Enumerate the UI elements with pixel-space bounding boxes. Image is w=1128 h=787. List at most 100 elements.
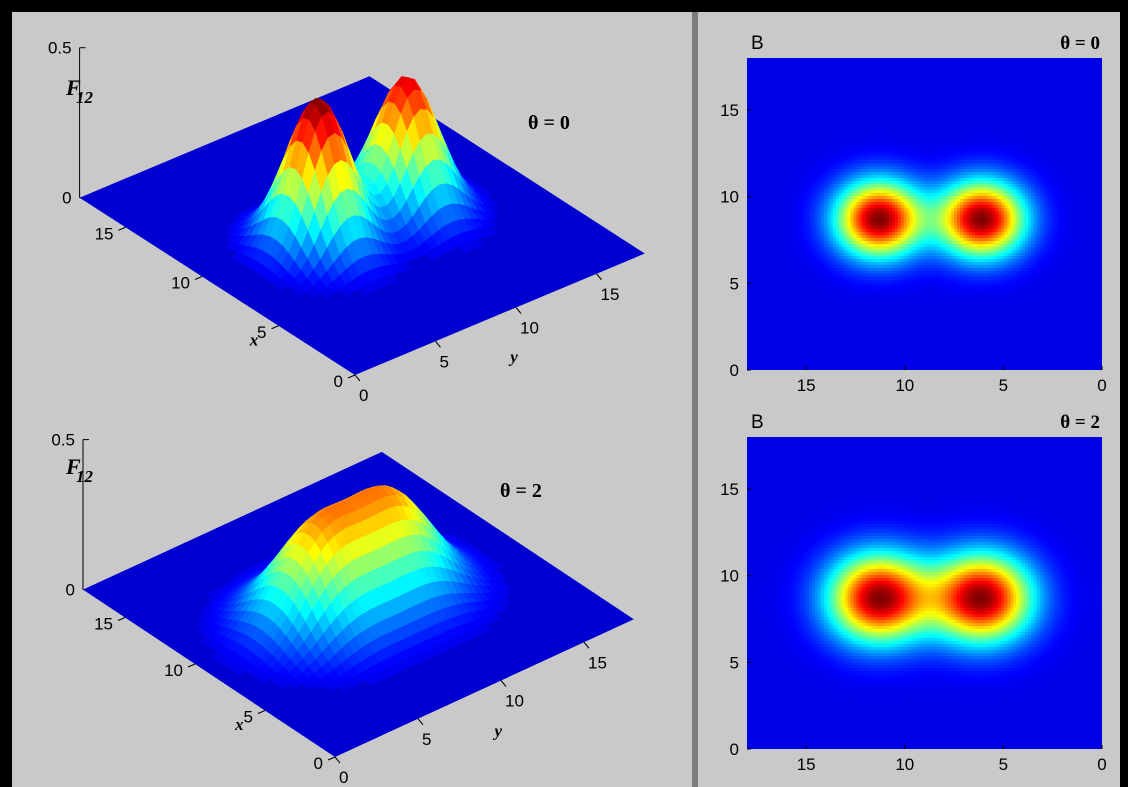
heatmap-cell bbox=[960, 61, 964, 65]
heatmap-cell bbox=[1063, 94, 1068, 98]
heatmap-cell bbox=[758, 103, 763, 107]
heatmap-cell bbox=[942, 112, 946, 116]
heatmap-cell bbox=[770, 94, 775, 98]
heatmap-cell bbox=[968, 142, 973, 146]
heatmap-cell bbox=[874, 97, 878, 101]
heatmap-cell bbox=[1087, 70, 1091, 74]
heatmap-cell bbox=[835, 106, 840, 110]
heatmap-cell bbox=[886, 139, 890, 143]
heatmap-cell bbox=[974, 76, 979, 80]
heatmap-cell bbox=[1057, 142, 1062, 146]
heatmap-cell bbox=[995, 115, 1000, 119]
heatmap-cell bbox=[965, 139, 970, 143]
heatmap-cell bbox=[909, 103, 914, 107]
heatmap-cell bbox=[945, 142, 949, 146]
heatmap-cell bbox=[1007, 118, 1011, 122]
heatmap-cell bbox=[992, 73, 997, 77]
heatmap-cell bbox=[871, 88, 875, 92]
heatmap-cell bbox=[874, 70, 878, 74]
heatmap-cell bbox=[903, 136, 908, 140]
heatmap-cell bbox=[826, 76, 831, 80]
heatmap-cell bbox=[933, 76, 937, 80]
heatmap-cell bbox=[832, 127, 837, 131]
heatmap-cell bbox=[844, 58, 849, 62]
heatmap-cell bbox=[1054, 73, 1059, 77]
heatmap-cell bbox=[1004, 91, 1008, 95]
heatmap-cell bbox=[1075, 61, 1079, 65]
heatmap-cell bbox=[874, 73, 878, 77]
heatmap-cell bbox=[1031, 136, 1035, 140]
heatmap-cell bbox=[853, 100, 858, 104]
heatmap-cell bbox=[1025, 91, 1029, 95]
heatmap-cell bbox=[912, 88, 917, 92]
heatmap-cell bbox=[1066, 79, 1071, 83]
heatmap-cell bbox=[1004, 124, 1008, 128]
heatmap-cell bbox=[1013, 58, 1017, 62]
heatmap-cell bbox=[782, 121, 787, 125]
heatmap-cell bbox=[977, 61, 982, 65]
heatmap-cell bbox=[806, 103, 810, 107]
heatmap-cell bbox=[980, 136, 985, 140]
heatmap-cell bbox=[749, 58, 754, 62]
heatmap-cell bbox=[847, 115, 852, 119]
heatmap-cell bbox=[1004, 112, 1008, 116]
heatmap-cell bbox=[1010, 106, 1014, 110]
heatmap-cell bbox=[942, 91, 946, 95]
heatmap-cell bbox=[1099, 58, 1102, 62]
heatmap-cell bbox=[844, 70, 849, 74]
heatmap-cell bbox=[1096, 88, 1100, 92]
heatmap-cell bbox=[785, 88, 790, 92]
heatmap-cell bbox=[770, 58, 775, 62]
heatmap-cell bbox=[767, 61, 772, 65]
heatmap-cell bbox=[838, 79, 843, 83]
heatmap-cell bbox=[749, 70, 754, 74]
heatmap-cell bbox=[936, 91, 940, 95]
heatmap-cell bbox=[971, 115, 976, 119]
heatmap-cell bbox=[957, 79, 961, 83]
heatmap-cell bbox=[1028, 97, 1032, 101]
heatmap-cell bbox=[812, 118, 816, 122]
heatmap-cell bbox=[995, 112, 1000, 116]
heatmap-cell bbox=[918, 70, 923, 74]
heatmap-cell bbox=[812, 145, 816, 149]
heatmap-cell bbox=[915, 58, 920, 62]
heatmap-cell bbox=[776, 130, 781, 134]
heatmap-cell bbox=[948, 91, 952, 95]
heatmap-cell bbox=[812, 73, 816, 77]
heatmap-cell bbox=[800, 106, 804, 110]
heatmap-cell bbox=[865, 91, 869, 95]
heatmap-cell bbox=[1060, 94, 1065, 98]
heatmap-cell bbox=[832, 124, 837, 128]
heatmap-cell bbox=[1072, 136, 1076, 140]
heatmap-cell bbox=[939, 64, 943, 68]
heatmap-cell bbox=[809, 133, 813, 137]
heatmap-cell bbox=[1010, 100, 1014, 104]
heatmap-cell bbox=[992, 100, 997, 104]
heatmap-cell bbox=[889, 139, 893, 143]
heatmap-cell bbox=[749, 76, 754, 80]
heatmap-cell bbox=[1036, 76, 1041, 80]
heatmap-cell bbox=[909, 88, 914, 92]
heatmap-cell bbox=[1093, 106, 1097, 110]
heatmap-cell bbox=[826, 115, 831, 119]
heatmap-cell bbox=[1063, 64, 1068, 68]
heatmap-cell bbox=[1016, 67, 1020, 71]
heatmap-cell bbox=[1019, 94, 1023, 98]
heatmap-cell bbox=[865, 118, 869, 122]
heatmap-cell bbox=[891, 94, 896, 98]
heatmap-cell bbox=[1010, 103, 1014, 107]
heatmap-cell bbox=[874, 118, 878, 122]
heatmap-cell bbox=[800, 115, 804, 119]
heatmap-cell bbox=[880, 130, 884, 134]
heatmap-cell bbox=[883, 88, 887, 92]
heatmap-cell bbox=[927, 133, 932, 137]
heatmap-cell bbox=[856, 76, 861, 80]
heatmap-cell bbox=[945, 64, 949, 68]
heatmap-cell bbox=[1013, 139, 1017, 143]
heatmap-cell bbox=[1004, 73, 1008, 77]
heatmap-cell bbox=[770, 124, 775, 128]
heatmap-cell bbox=[954, 76, 958, 80]
heatmap-cell bbox=[847, 85, 852, 89]
heatmap-cell bbox=[755, 64, 760, 68]
heatmap-cell bbox=[862, 103, 866, 107]
